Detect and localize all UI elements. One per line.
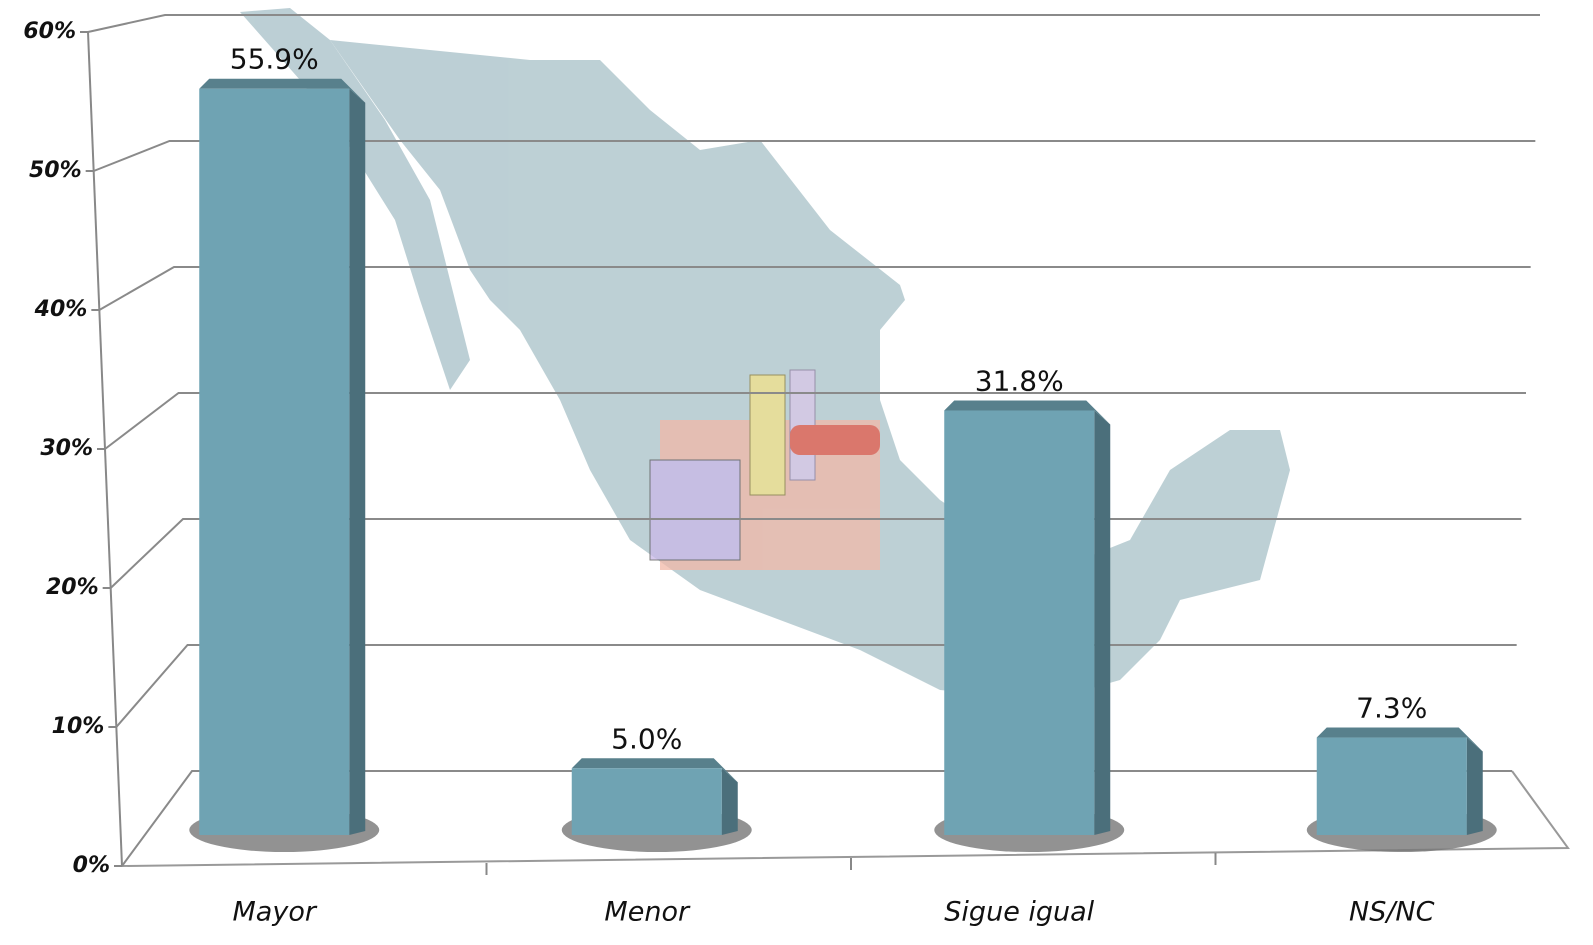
bar-side bbox=[721, 768, 738, 835]
x-tick-label: NS/NC bbox=[1349, 897, 1435, 928]
clipart bbox=[649, 369, 880, 570]
y-tick-label: 20% bbox=[46, 575, 99, 600]
grid-line bbox=[104, 392, 1526, 450]
grid-line bbox=[93, 140, 1536, 172]
bar bbox=[944, 410, 1095, 835]
y-tick-label: 50% bbox=[29, 158, 82, 183]
y-tick-label: 60% bbox=[23, 19, 76, 44]
grid-line bbox=[98, 266, 1531, 311]
value-label: 31.8% bbox=[975, 364, 1064, 397]
bar-top bbox=[571, 758, 738, 783]
bar-top bbox=[199, 78, 366, 103]
bar-top bbox=[944, 400, 1111, 425]
y-tick-label: 10% bbox=[52, 714, 105, 739]
grid-line bbox=[87, 14, 1540, 33]
bar-side bbox=[1466, 737, 1483, 835]
bar-top bbox=[1316, 727, 1483, 752]
bar-side bbox=[349, 88, 366, 836]
value-label: 5.0% bbox=[611, 722, 682, 755]
floor-edge bbox=[121, 770, 1570, 867]
bar bbox=[571, 768, 722, 835]
x-tick-label: Mayor bbox=[233, 897, 318, 928]
bar bbox=[1316, 737, 1467, 835]
bar bbox=[199, 88, 350, 836]
value-label: 55.9% bbox=[230, 43, 319, 76]
value-label: 7.3% bbox=[1356, 692, 1427, 725]
map-background bbox=[240, 8, 1290, 700]
x-tick-label: Sigue igual bbox=[944, 897, 1094, 928]
y-tick-label: 30% bbox=[40, 436, 93, 461]
bar-side bbox=[1094, 410, 1111, 835]
x-tick-label: Menor bbox=[604, 897, 691, 928]
y-tick-label: 40% bbox=[34, 297, 88, 322]
y-tick-label: 0% bbox=[73, 853, 110, 878]
